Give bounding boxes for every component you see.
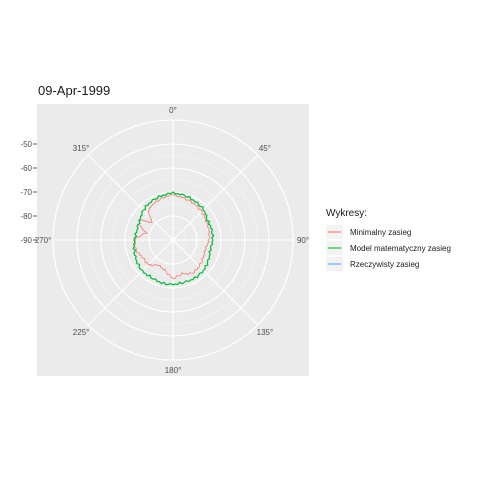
legend-label: Minimalny zasieg (350, 228, 411, 237)
angle-tick-label: 315° (73, 144, 90, 153)
radial-tick-label: -60 (20, 164, 32, 173)
legend-label: Rzeczywisty zasieg (350, 260, 419, 269)
angle-tick-label: 45° (259, 144, 271, 153)
radial-tick-label: -90 (20, 236, 32, 245)
angle-tick-label: 225° (73, 328, 90, 337)
angle-grid-spoke (87, 239, 174, 326)
angle-grid-spoke (87, 154, 174, 241)
angle-tick-label: 270° (35, 236, 52, 245)
angle-tick-label: 90° (297, 236, 309, 245)
series-lines (132, 191, 215, 286)
radial-tick-label: -80 (20, 212, 32, 221)
series-line-2 (132, 191, 215, 286)
angle-grid-spoke (172, 239, 259, 326)
legend-title: Wykresy: (326, 208, 367, 219)
angle-tick-label: 135° (257, 328, 274, 337)
radial-tick-label: -50 (20, 140, 32, 149)
radial-tick-label: -70 (20, 188, 32, 197)
angle-grid-spoke (172, 154, 259, 241)
angle-tick-label: 180° (165, 366, 182, 375)
polar-grid (52, 119, 294, 361)
axis-ticks: 0° 45° 90° 135° 180° 225° 270° 315° -90 -80 -70 -60… (20, 106, 309, 375)
chart-title: 09-Apr-1999 (38, 83, 110, 98)
legend: Wykresy: Minimalny zasieg Model matematyc… (326, 208, 451, 271)
angle-tick-label: 0° (169, 106, 177, 115)
legend-label: Model matematyczny zasieg (350, 244, 451, 253)
